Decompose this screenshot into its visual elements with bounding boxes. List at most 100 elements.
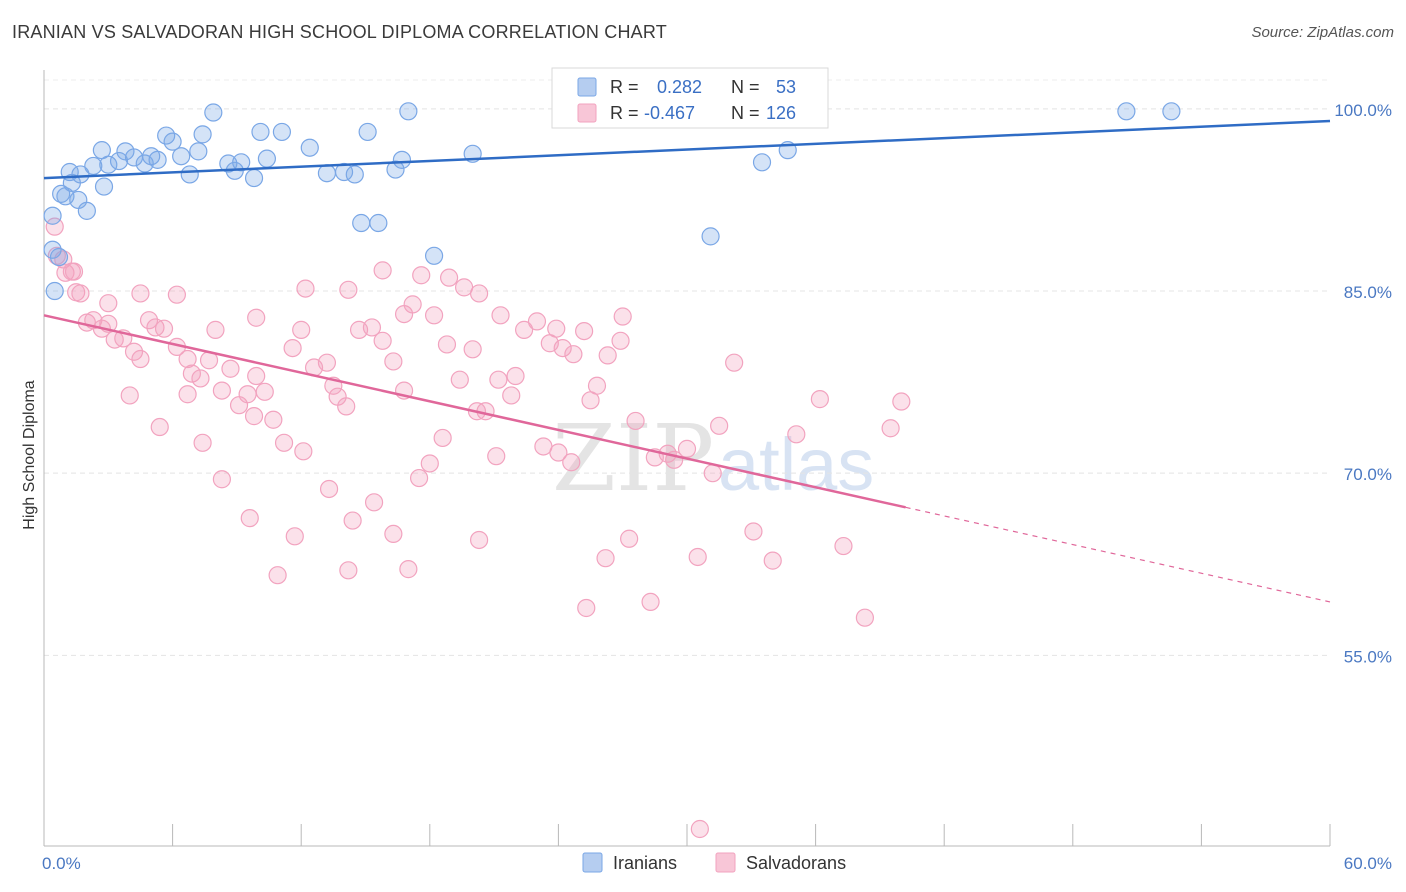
point-salvadorans <box>244 407 264 426</box>
point-salvadorans <box>221 359 240 378</box>
legend-n-value-iranians: 53 <box>776 77 796 97</box>
point-salvadorans <box>154 319 174 338</box>
point-salvadorans <box>690 819 709 839</box>
point-salvadorans <box>339 280 358 299</box>
watermark-atlas: atlas <box>718 423 874 506</box>
point-iranians <box>701 227 720 246</box>
y-tick-label: 70.0% <box>1344 465 1392 484</box>
point-salvadorans <box>373 331 392 350</box>
point-salvadorans <box>710 416 729 435</box>
point-salvadorans <box>150 417 169 437</box>
point-salvadorans <box>439 268 459 287</box>
chart-title: IRANIAN VS SALVADORAN HIGH SCHOOL DIPLOM… <box>12 22 667 42</box>
point-iranians <box>334 162 354 182</box>
series-legend: Iranians Salvadorans <box>582 852 846 873</box>
point-salvadorans <box>264 410 283 429</box>
point-salvadorans <box>412 266 431 285</box>
y-tick-label: 85.0% <box>1344 283 1392 302</box>
point-salvadorans <box>373 261 392 280</box>
point-iranians <box>99 155 118 174</box>
point-salvadorans <box>575 321 594 341</box>
point-iranians <box>424 246 444 265</box>
y-axis-label: High School Diploma <box>21 380 38 530</box>
point-salvadorans <box>463 340 482 359</box>
point-salvadorans <box>491 306 510 325</box>
point-iranians <box>43 206 62 225</box>
point-salvadorans <box>598 346 617 365</box>
point-salvadorans <box>120 386 139 405</box>
point-salvadorans <box>178 385 197 404</box>
point-salvadorans <box>855 608 874 627</box>
point-salvadorans <box>564 345 583 364</box>
trend-line-iranians <box>43 119 1331 180</box>
point-salvadorans <box>703 464 722 483</box>
point-salvadorans <box>296 279 315 298</box>
point-salvadorans <box>247 308 266 327</box>
point-salvadorans <box>424 306 444 325</box>
point-salvadorans <box>292 320 311 339</box>
point-salvadorans <box>611 331 630 350</box>
point-iranians <box>94 177 114 196</box>
point-salvadorans <box>45 217 64 236</box>
point-iranians <box>257 149 277 168</box>
point-iranians <box>272 122 292 142</box>
point-salvadorans <box>549 443 568 462</box>
point-salvadorans <box>362 318 382 337</box>
point-salvadorans <box>268 566 287 585</box>
point-salvadorans <box>744 522 763 541</box>
point-salvadorans <box>178 349 197 369</box>
point-salvadorans <box>124 342 144 361</box>
point-salvadorans <box>337 397 356 416</box>
point-salvadorans <box>409 468 429 488</box>
bottom-legend-label-iranians: Iranians <box>613 853 677 873</box>
point-iranians <box>193 125 212 144</box>
point-iranians <box>752 153 772 172</box>
x-tick-label-min: 0.0% <box>42 854 81 873</box>
point-salvadorans <box>577 598 596 618</box>
point-salvadorans <box>343 511 362 530</box>
point-salvadorans <box>399 560 418 579</box>
legend-r-value-salvadorans: -0.467 <box>644 103 695 123</box>
point-salvadorans <box>433 428 452 448</box>
bottom-legend-label-salvadorans: Salvadorans <box>746 853 846 873</box>
point-salvadorans <box>641 592 660 612</box>
legend-r-label-salvadorans: R = <box>610 103 639 123</box>
point-salvadorans <box>892 392 911 411</box>
point-iranians <box>300 138 319 157</box>
point-salvadorans <box>206 320 225 339</box>
point-salvadorans <box>787 425 806 444</box>
point-salvadorans <box>139 311 159 330</box>
point-salvadorans <box>319 479 339 499</box>
point-salvadorans <box>71 284 90 303</box>
point-iranians <box>386 160 405 179</box>
legend-n-label-salvadorans: N = <box>731 103 760 123</box>
point-salvadorans <box>881 419 900 438</box>
bottom-legend-swatch-salvadorans <box>715 852 736 873</box>
legend-r-value-iranians: 0.282 <box>657 77 702 97</box>
point-salvadorans <box>339 561 358 580</box>
point-salvadorans <box>688 547 707 567</box>
point-iranians <box>244 168 264 188</box>
point-iranians <box>232 153 251 172</box>
point-salvadorans <box>626 411 645 431</box>
point-salvadorans <box>64 262 84 281</box>
point-iranians <box>49 247 69 267</box>
point-salvadorans <box>553 338 572 358</box>
point-iranians <box>43 240 62 259</box>
point-iranians <box>345 165 364 184</box>
legend-n-label-iranians: N = <box>731 77 760 97</box>
point-salvadorans <box>212 381 231 400</box>
point-salvadorans <box>255 382 274 401</box>
point-iranians <box>163 132 182 151</box>
point-salvadorans <box>834 536 853 556</box>
point-salvadorans <box>515 320 534 339</box>
point-salvadorans <box>763 551 782 570</box>
point-salvadorans <box>317 353 337 372</box>
point-salvadorans <box>581 391 600 410</box>
point-iranians <box>189 142 208 161</box>
point-salvadorans <box>191 369 210 388</box>
point-iranians <box>251 122 270 142</box>
point-iranians <box>1162 102 1181 121</box>
point-salvadorans <box>240 509 259 528</box>
